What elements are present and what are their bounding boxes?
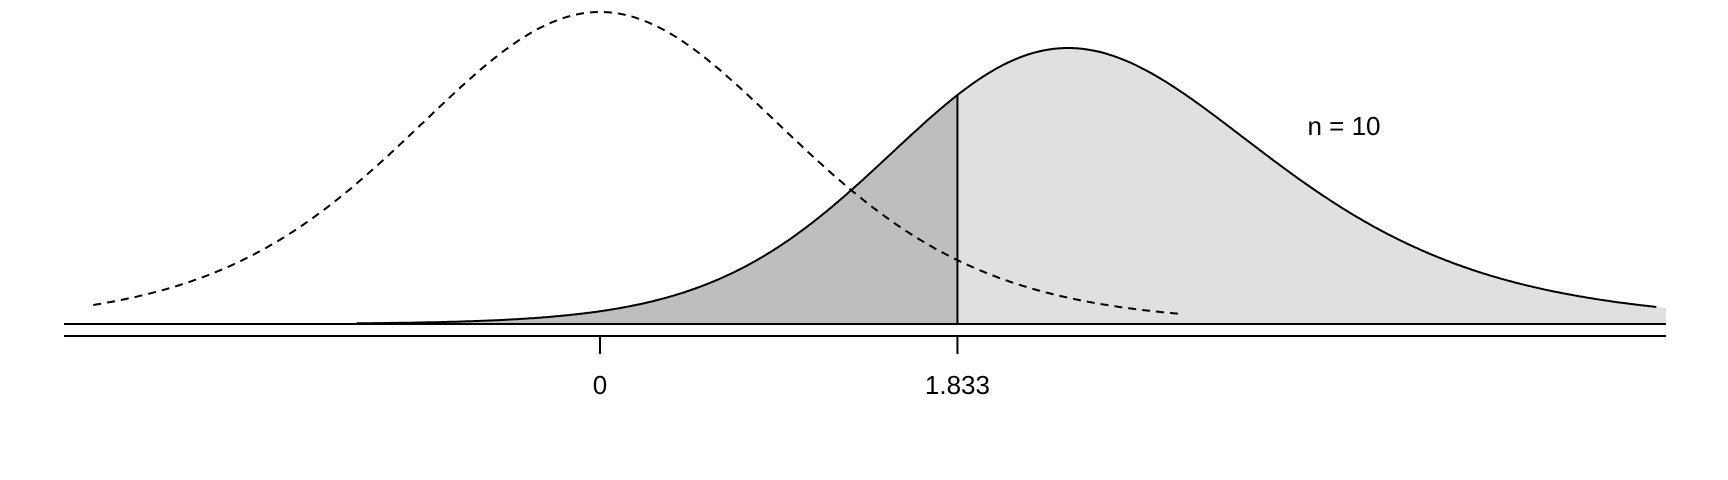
x-ticks: 0 1.833 [593,336,990,400]
power-right-area [957,48,1666,324]
density-curves [93,11,1657,325]
x-axis [64,323,1666,337]
sample-size-annotation: n = 10 [1307,111,1380,141]
x-tick-label: 0 [593,370,607,400]
shaded-areas [356,48,1666,324]
alternative-distribution-curve [356,47,1657,325]
power-left-area [356,95,958,324]
null-distribution-curve [93,11,1179,315]
x-tick-label: 1.833 [925,370,990,400]
